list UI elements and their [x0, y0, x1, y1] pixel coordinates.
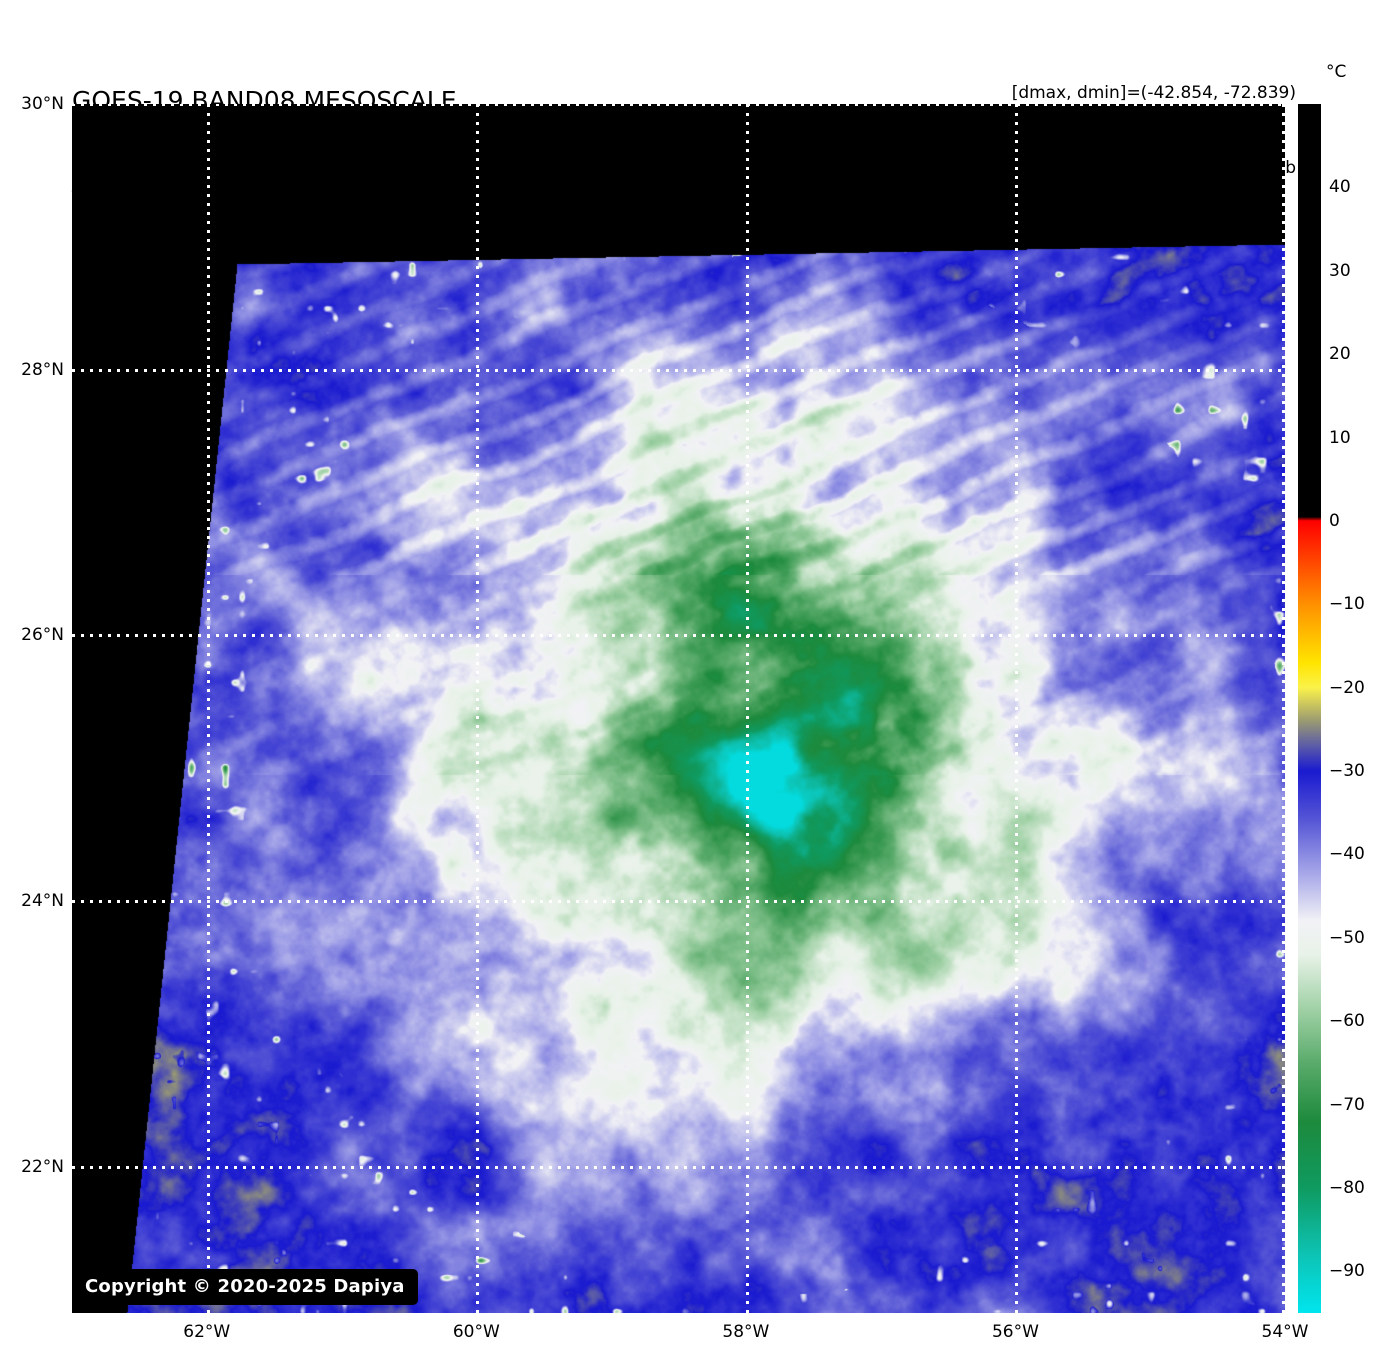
colorbar-tick: 20 — [1329, 344, 1351, 365]
colorbar-tick: −70 — [1329, 1094, 1365, 1115]
lon-tick-label: 58°W — [722, 1322, 770, 1342]
copyright-watermark: Copyright © 2020-2025 Dapiya — [72, 1269, 418, 1305]
colorbar-units-label: °C — [1326, 62, 1347, 82]
lat-tick-label: 24°N — [21, 891, 64, 912]
lat-tick-label: 30°N — [21, 94, 64, 114]
lat-tick-label: 22°N — [21, 1156, 64, 1177]
colorbar-tick: 0 — [1329, 510, 1340, 531]
colorbar-tick: 30 — [1329, 260, 1351, 281]
colorbar-tick: −60 — [1329, 1011, 1365, 1032]
colorbar[interactable] — [1298, 104, 1321, 1313]
colorbar-tick: −30 — [1329, 761, 1365, 782]
colorbar-tick: −10 — [1329, 594, 1365, 615]
lon-tick-label: 60°W — [452, 1322, 500, 1342]
lon-tick-label: 62°W — [183, 1322, 231, 1342]
colorbar-tick: 10 — [1329, 427, 1351, 448]
lat-tick-label: 26°N — [21, 625, 64, 646]
colorbar-tick: 40 — [1329, 177, 1351, 198]
dmax-dmin-readout: [dmax, dmin]=(-42.854, -72.839) — [1011, 83, 1296, 103]
colorbar-tick: −80 — [1329, 1177, 1365, 1198]
satellite-image-plot[interactable]: Copyright © 2020-2025 Dapiya — [72, 104, 1285, 1313]
colorbar-tick: −90 — [1329, 1261, 1365, 1282]
colorbar-tick: −50 — [1329, 927, 1365, 948]
lat-tick-label: 28°N — [21, 359, 64, 380]
lon-tick-label: 56°W — [991, 1322, 1039, 1342]
satellite-imagery-canvas — [72, 104, 1285, 1313]
colorbar-tick: −20 — [1329, 677, 1365, 698]
lon-tick-label: 54°W — [1261, 1322, 1309, 1342]
colorbar-tick: −40 — [1329, 844, 1365, 865]
colorbar-gradient — [1298, 104, 1321, 1313]
